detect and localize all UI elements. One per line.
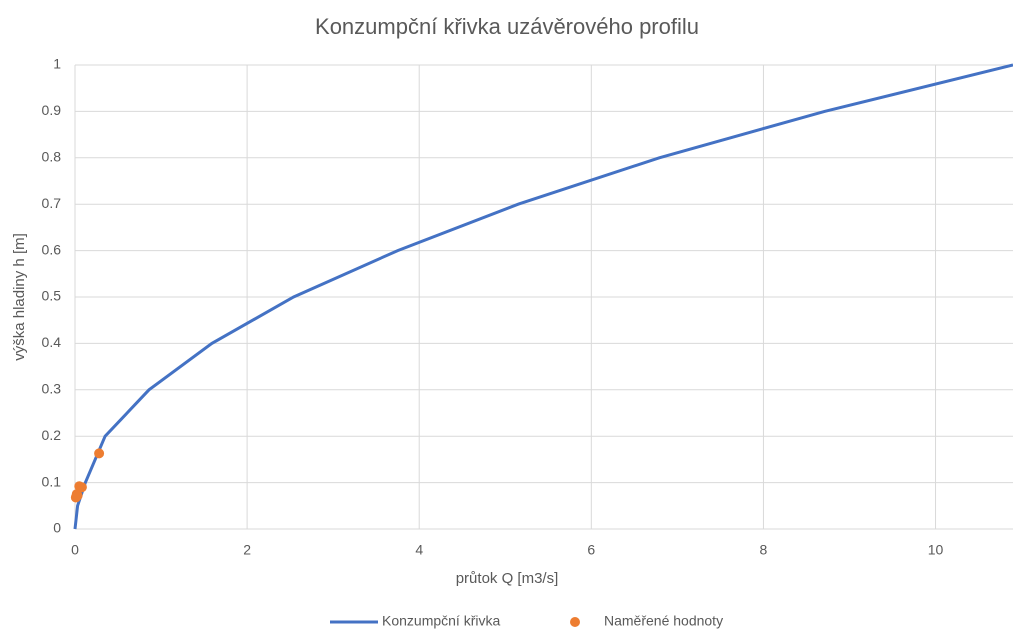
y-tick-label: 0.8 [42, 149, 62, 165]
x-tick-label: 2 [243, 542, 251, 558]
y-tick-label: 0.1 [42, 473, 62, 489]
legend-swatch [570, 617, 580, 627]
scatter-point [74, 481, 85, 492]
y-tick-label: 0.5 [42, 288, 62, 304]
x-tick-label: 4 [415, 542, 423, 558]
y-tick-label: 0.3 [42, 381, 62, 397]
legend-label: Konzumpční křivka [382, 613, 500, 629]
y-tick-label: 0.2 [42, 427, 62, 443]
x-axis-label: průtok Q [m3/s] [456, 570, 559, 587]
x-tick-label: 10 [928, 542, 944, 558]
y-tick-label: 0.4 [42, 334, 62, 350]
y-tick-label: 0 [53, 520, 61, 536]
chart-title: Konzumpční křivka uzávěrového profilu [315, 14, 699, 39]
x-tick-label: 0 [71, 542, 79, 558]
y-axis-label: výška hladiny h [m] [11, 233, 28, 361]
legend-label: Naměřené hodnoty [604, 613, 723, 629]
x-tick-label: 8 [760, 542, 768, 558]
y-tick-label: 1 [53, 56, 61, 72]
y-tick-label: 0.9 [42, 102, 62, 118]
scatter-point [72, 490, 83, 501]
x-tick-label: 6 [587, 542, 595, 558]
scatter-point [94, 448, 105, 459]
y-tick-label: 0.6 [42, 241, 62, 257]
y-tick-label: 0.7 [42, 195, 62, 211]
